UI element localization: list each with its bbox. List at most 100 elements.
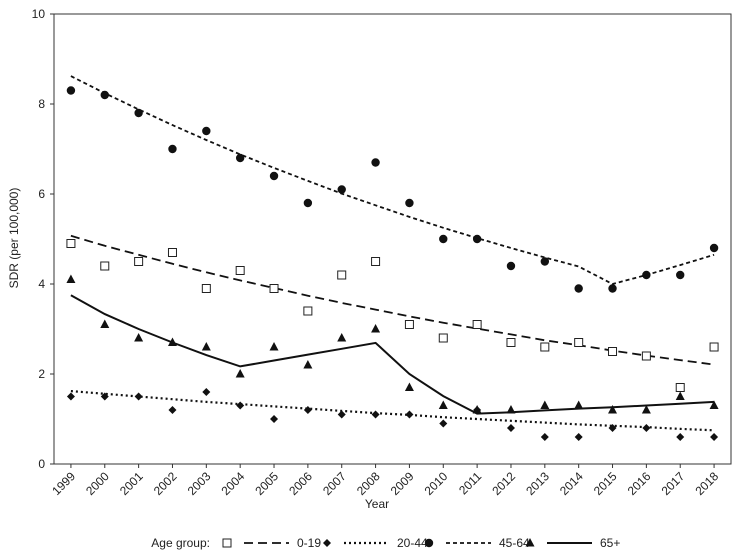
legend-marker-20-44 (323, 539, 331, 547)
legend: Age group: 0-19 20-44 45-64 65+ (151, 536, 620, 550)
point-65--1999 (66, 274, 76, 283)
trend-line-45-64 (70, 75, 715, 285)
trend-lines (70, 75, 715, 432)
point-65--2001 (134, 333, 144, 342)
point-65--2006 (303, 360, 313, 369)
legend-label-0-19: 0-19 (297, 536, 321, 550)
point-45-64-2003 (202, 126, 211, 136)
point-0-19-2015 (608, 347, 618, 356)
point-45-64-2002 (168, 144, 177, 154)
point-20-44-2012 (506, 424, 515, 432)
point-0-19-2013 (540, 342, 550, 352)
point-0-19-2000 (100, 261, 110, 271)
point-0-19-2003 (201, 284, 211, 293)
point-65--2010 (438, 400, 448, 409)
point-0-19-1999 (66, 239, 76, 248)
point-20-44-2002 (168, 406, 177, 414)
trend-line-0-19 (70, 234, 715, 366)
point-45-64-2012 (506, 261, 516, 271)
point-20-44-2006 (303, 406, 312, 414)
point-45-64-2005 (269, 171, 279, 181)
point-65--2011 (472, 405, 482, 414)
point-45-64-2011 (472, 234, 482, 244)
x-axis-label: Year (365, 497, 389, 511)
y-tick-label-8: 8 (38, 97, 45, 111)
y-tick-label-2: 2 (38, 367, 45, 381)
point-65--2005 (269, 342, 279, 351)
point-45-64-2016 (642, 270, 651, 280)
point-0-19-2005 (269, 284, 279, 293)
point-45-64-2000 (100, 90, 109, 100)
point-20-44-2015 (608, 424, 617, 432)
point-65--2007 (337, 333, 347, 342)
point-45-64-2009 (405, 198, 414, 208)
plot-frame (53, 13, 732, 465)
point-45-64-2010 (439, 234, 448, 244)
point-45-64-2015 (608, 284, 617, 293)
legend-label-65-: 65+ (600, 536, 620, 550)
data-points (66, 86, 719, 441)
point-65--2017 (675, 391, 685, 400)
point-65--2014 (574, 400, 584, 409)
point-20-44-2001 (134, 392, 143, 401)
point-20-44-2008 (371, 410, 380, 419)
point-65--2003 (201, 342, 211, 351)
point-20-44-2018 (710, 433, 719, 441)
point-20-44-2000 (100, 392, 109, 401)
point-65--2018 (709, 400, 719, 409)
legend-title: Age group: (151, 536, 210, 550)
point-45-64-2017 (676, 270, 685, 280)
point-20-44-2014 (574, 433, 583, 441)
point-0-19-2010 (438, 333, 448, 343)
point-65--2000 (100, 319, 110, 328)
point-45-64-1999 (66, 86, 76, 95)
point-20-44-2007 (337, 410, 346, 419)
point-0-19-2018 (709, 342, 719, 352)
point-0-19-2014 (574, 338, 584, 347)
y-tick-label-0: 0 (38, 457, 45, 471)
point-20-44-1999 (66, 392, 75, 401)
y-tick-label-10: 10 (32, 7, 46, 21)
point-0-19-2017 (675, 383, 685, 392)
legend-label-45-64: 45-64 (499, 536, 530, 550)
legend-marker-65- (525, 538, 535, 547)
point-0-19-2011 (472, 320, 482, 329)
point-20-44-2004 (236, 401, 245, 410)
point-0-19-2012 (506, 338, 516, 347)
point-20-44-2017 (676, 433, 685, 441)
trend-line-65- (70, 294, 715, 415)
legend-marker-45-64 (424, 538, 434, 548)
point-65--2004 (235, 369, 245, 378)
point-0-19-2004 (235, 266, 245, 275)
y-axis-label: SDR (per 100,000) (7, 188, 21, 289)
point-20-44-2013 (540, 433, 549, 441)
point-45-64-2013 (540, 257, 550, 266)
legend-marker-0-19 (222, 538, 232, 548)
point-45-64-2007 (337, 185, 346, 194)
point-0-19-2006 (303, 306, 313, 316)
y-tick-label-6: 6 (38, 187, 45, 201)
point-65--2009 (404, 382, 414, 391)
point-45-64-2018 (709, 243, 719, 253)
legend-label-20-44: 20-44 (397, 536, 428, 550)
point-0-19-2001 (134, 257, 144, 266)
point-45-64-2014 (574, 284, 583, 293)
point-45-64-2001 (134, 108, 143, 118)
point-0-19-2007 (337, 270, 347, 280)
point-65--2013 (540, 400, 550, 409)
point-65--2016 (641, 405, 651, 414)
point-0-19-2002 (167, 248, 177, 257)
point-0-19-2008 (371, 257, 381, 266)
point-65--2002 (167, 337, 177, 346)
point-65--2015 (608, 405, 618, 414)
point-20-44-2009 (405, 410, 414, 419)
point-65--2012 (506, 405, 516, 414)
point-0-19-2016 (641, 351, 651, 361)
point-20-44-2003 (202, 388, 211, 396)
point-65--2008 (371, 324, 381, 333)
point-45-64-2006 (303, 198, 313, 208)
y-tick-label-4: 4 (38, 277, 45, 291)
point-20-44-2005 (270, 415, 279, 423)
point-45-64-2004 (235, 153, 245, 163)
